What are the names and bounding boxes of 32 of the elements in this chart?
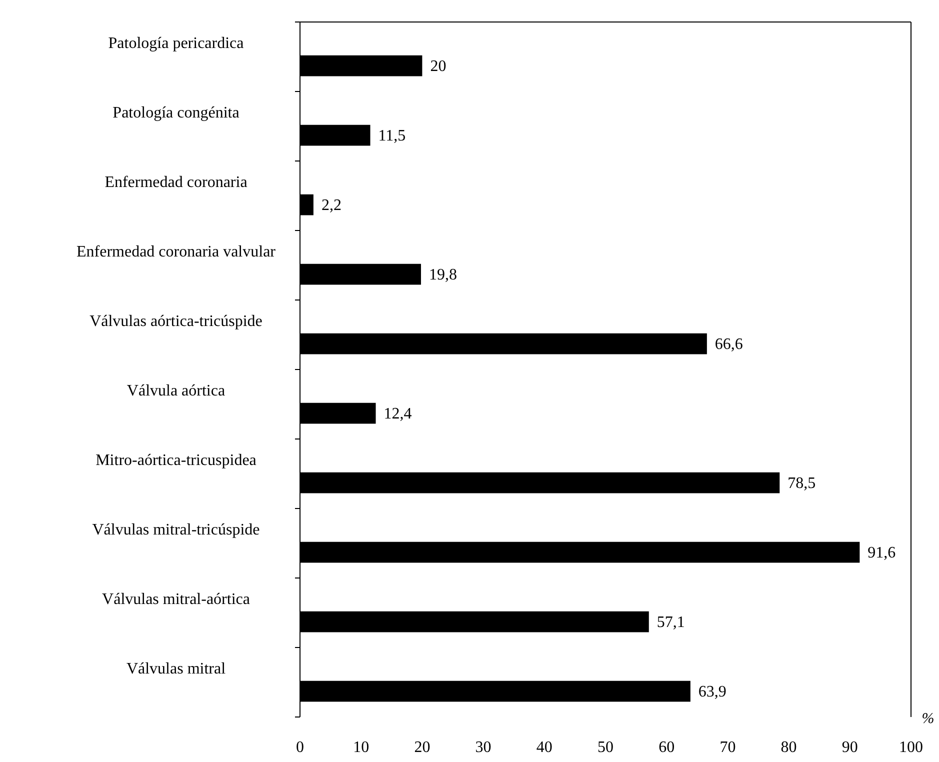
x-axis-title: % bbox=[922, 711, 934, 727]
data-label: 63,9 bbox=[698, 683, 726, 700]
y-tick-label: Válvula aórtica bbox=[126, 382, 226, 400]
y-tick-label: Válvulas mitral-aórtica bbox=[102, 591, 250, 608]
x-tick-label: 30 bbox=[475, 739, 492, 756]
y-tick-label: Válvulas mitral-tricúspide bbox=[92, 522, 260, 538]
x-tick-label: 50 bbox=[598, 739, 614, 756]
y-tick-label: Patología pericardica bbox=[108, 35, 244, 52]
x-tick-label: 10 bbox=[353, 739, 370, 756]
x-tick-label: 100 bbox=[899, 739, 923, 756]
data-label: 57,1 bbox=[656, 614, 685, 631]
data-label: 19,8 bbox=[428, 266, 457, 284]
data-label: 11,5 bbox=[378, 127, 406, 144]
data-label: 2,2 bbox=[321, 196, 342, 214]
x-tick-label: 40 bbox=[536, 739, 552, 756]
data-label: 91,6 bbox=[868, 544, 896, 562]
data-label: 12,4 bbox=[384, 405, 412, 422]
y-tick-label: Enfermedad coronaria valvular bbox=[76, 244, 276, 260]
data-label: 66,6 bbox=[714, 336, 743, 353]
x-tick-label: 70 bbox=[720, 739, 736, 756]
x-tick-label: 20 bbox=[414, 739, 430, 756]
x-tick-label: 90 bbox=[842, 739, 858, 756]
y-tick-label: Patología congénita bbox=[112, 104, 240, 122]
x-tick-label: 0 bbox=[296, 739, 304, 756]
y-tick-label: Mitro-aórtica-tricuspidea bbox=[96, 452, 256, 469]
x-tick-label: 60 bbox=[658, 739, 675, 756]
y-tick-label: Válvulas aórtica-tricúspide bbox=[90, 313, 262, 330]
data-label: 78,5 bbox=[788, 474, 816, 492]
data-label: 20 bbox=[430, 58, 446, 75]
y-tick-label: Enfermedad coronaria bbox=[104, 174, 248, 191]
x-tick-label: 80 bbox=[780, 739, 797, 756]
y-tick-label: Válvulas mitral bbox=[126, 660, 226, 678]
